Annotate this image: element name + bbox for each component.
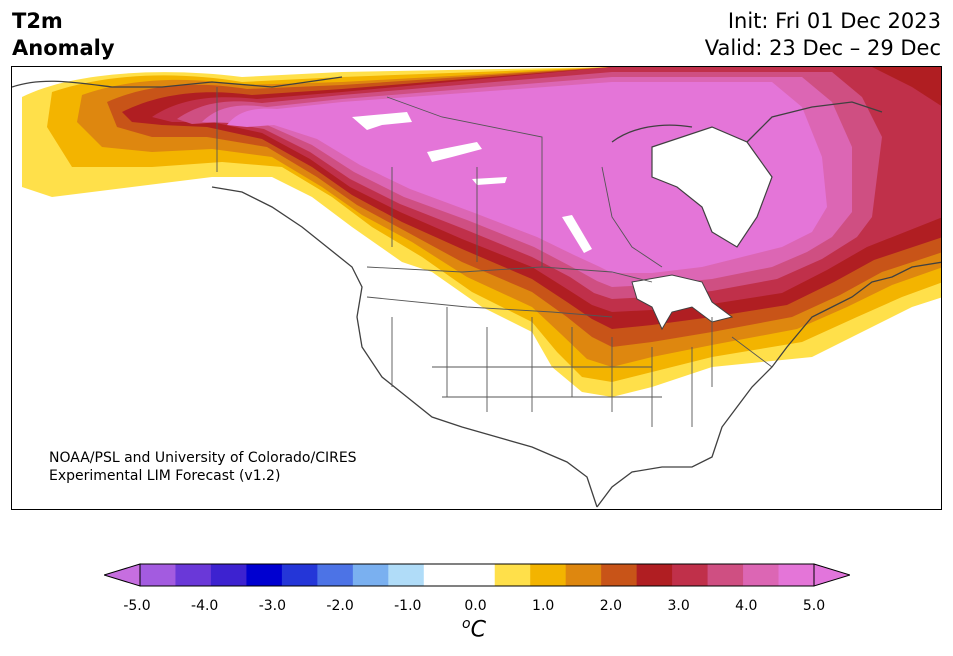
unit-letter: C: [470, 617, 486, 643]
colorbar-cell: [388, 564, 425, 586]
lake-winnipeg: [562, 215, 592, 253]
colorbar-cell: [317, 564, 354, 586]
colorbar-cell: [565, 564, 602, 586]
colorbar-cell: [210, 564, 247, 586]
title-line-1: T2m: [12, 9, 63, 33]
colorbar-cell: [140, 564, 176, 586]
title-line-2: Anomaly: [12, 36, 115, 60]
colorbar-tick-label: 4.0: [735, 598, 758, 614]
lake-athabasca: [472, 177, 507, 185]
colorbar-tick-label: 5.0: [802, 598, 826, 614]
colorbar-cell: [281, 564, 318, 586]
colorbar-tick-label: 0.0: [464, 598, 487, 614]
colorbar-tick-label: 2.0: [599, 598, 623, 614]
colorbar-cell: [707, 564, 744, 586]
credit-line-2: Experimental LIM Forecast (v1.2): [49, 468, 281, 484]
unit-degree: o: [462, 616, 471, 632]
init-date: Init: Fri 01 Dec 2023: [727, 9, 941, 33]
anomaly-band-5: [227, 82, 827, 273]
great-slave-lake: [427, 142, 482, 162]
forecast-dates: Init: Fri 01 Dec 2023 Valid: 23 Dec – 29…: [705, 8, 941, 62]
anomaly-map: [12, 67, 941, 509]
colorbar-right-extend: [814, 564, 850, 586]
colorbar-cell: [778, 564, 815, 586]
colorbar-left-extend: [104, 564, 140, 586]
colorbar-ticks: -5.0 -4.0 -3.0 -2.0 -1.0 0.0 1.0 2.0 3.0 4.0 5.0: [0, 598, 953, 618]
colorbar-cell: [672, 564, 709, 586]
great-bear-lake: [352, 112, 412, 130]
colorbar-left-outline: [104, 563, 141, 587]
credit-text: NOAA/PSL and University of Colorado/CIRE…: [49, 449, 357, 485]
colorbar-tick-label: 1.0: [532, 598, 555, 614]
colorbar-cell: [175, 564, 212, 586]
colorbar-cell: [743, 564, 780, 586]
colorbar: [104, 563, 850, 587]
colorbar-cell: [459, 564, 496, 586]
colorbar-cell: [601, 564, 638, 586]
credit-line-1: NOAA/PSL and University of Colorado/CIRE…: [49, 450, 357, 466]
valid-dates: Valid: 23 Dec – 29 Dec: [704, 36, 941, 60]
colorbar-tick-label: -1.0: [394, 598, 422, 614]
colorbar-right-outline: [813, 563, 850, 587]
colorbar-tick-label: -3.0: [258, 598, 287, 614]
borders: [216, 87, 773, 427]
colorbar-cell: [423, 564, 460, 586]
colorbar-cell: [636, 564, 673, 586]
colorbar-tick-label: 3.0: [667, 598, 690, 614]
colorbar-cell: [246, 564, 283, 586]
colorbar-cell: [530, 564, 567, 586]
colorbar-unit: oC: [462, 616, 486, 642]
great-lakes: [631, 274, 734, 331]
map-panel: [11, 66, 942, 510]
colorbar-cells: [140, 564, 815, 586]
map-title: T2m Anomaly: [12, 8, 115, 62]
colorbar-tick-label: -2.0: [326, 598, 354, 614]
colorbar-tick-label: -4.0: [191, 598, 219, 614]
colorbar-cell: [494, 564, 531, 586]
colorbar-cell: [352, 564, 389, 586]
colorbar-tick-label: -5.0: [123, 598, 151, 614]
hudson-bay: [651, 126, 773, 248]
